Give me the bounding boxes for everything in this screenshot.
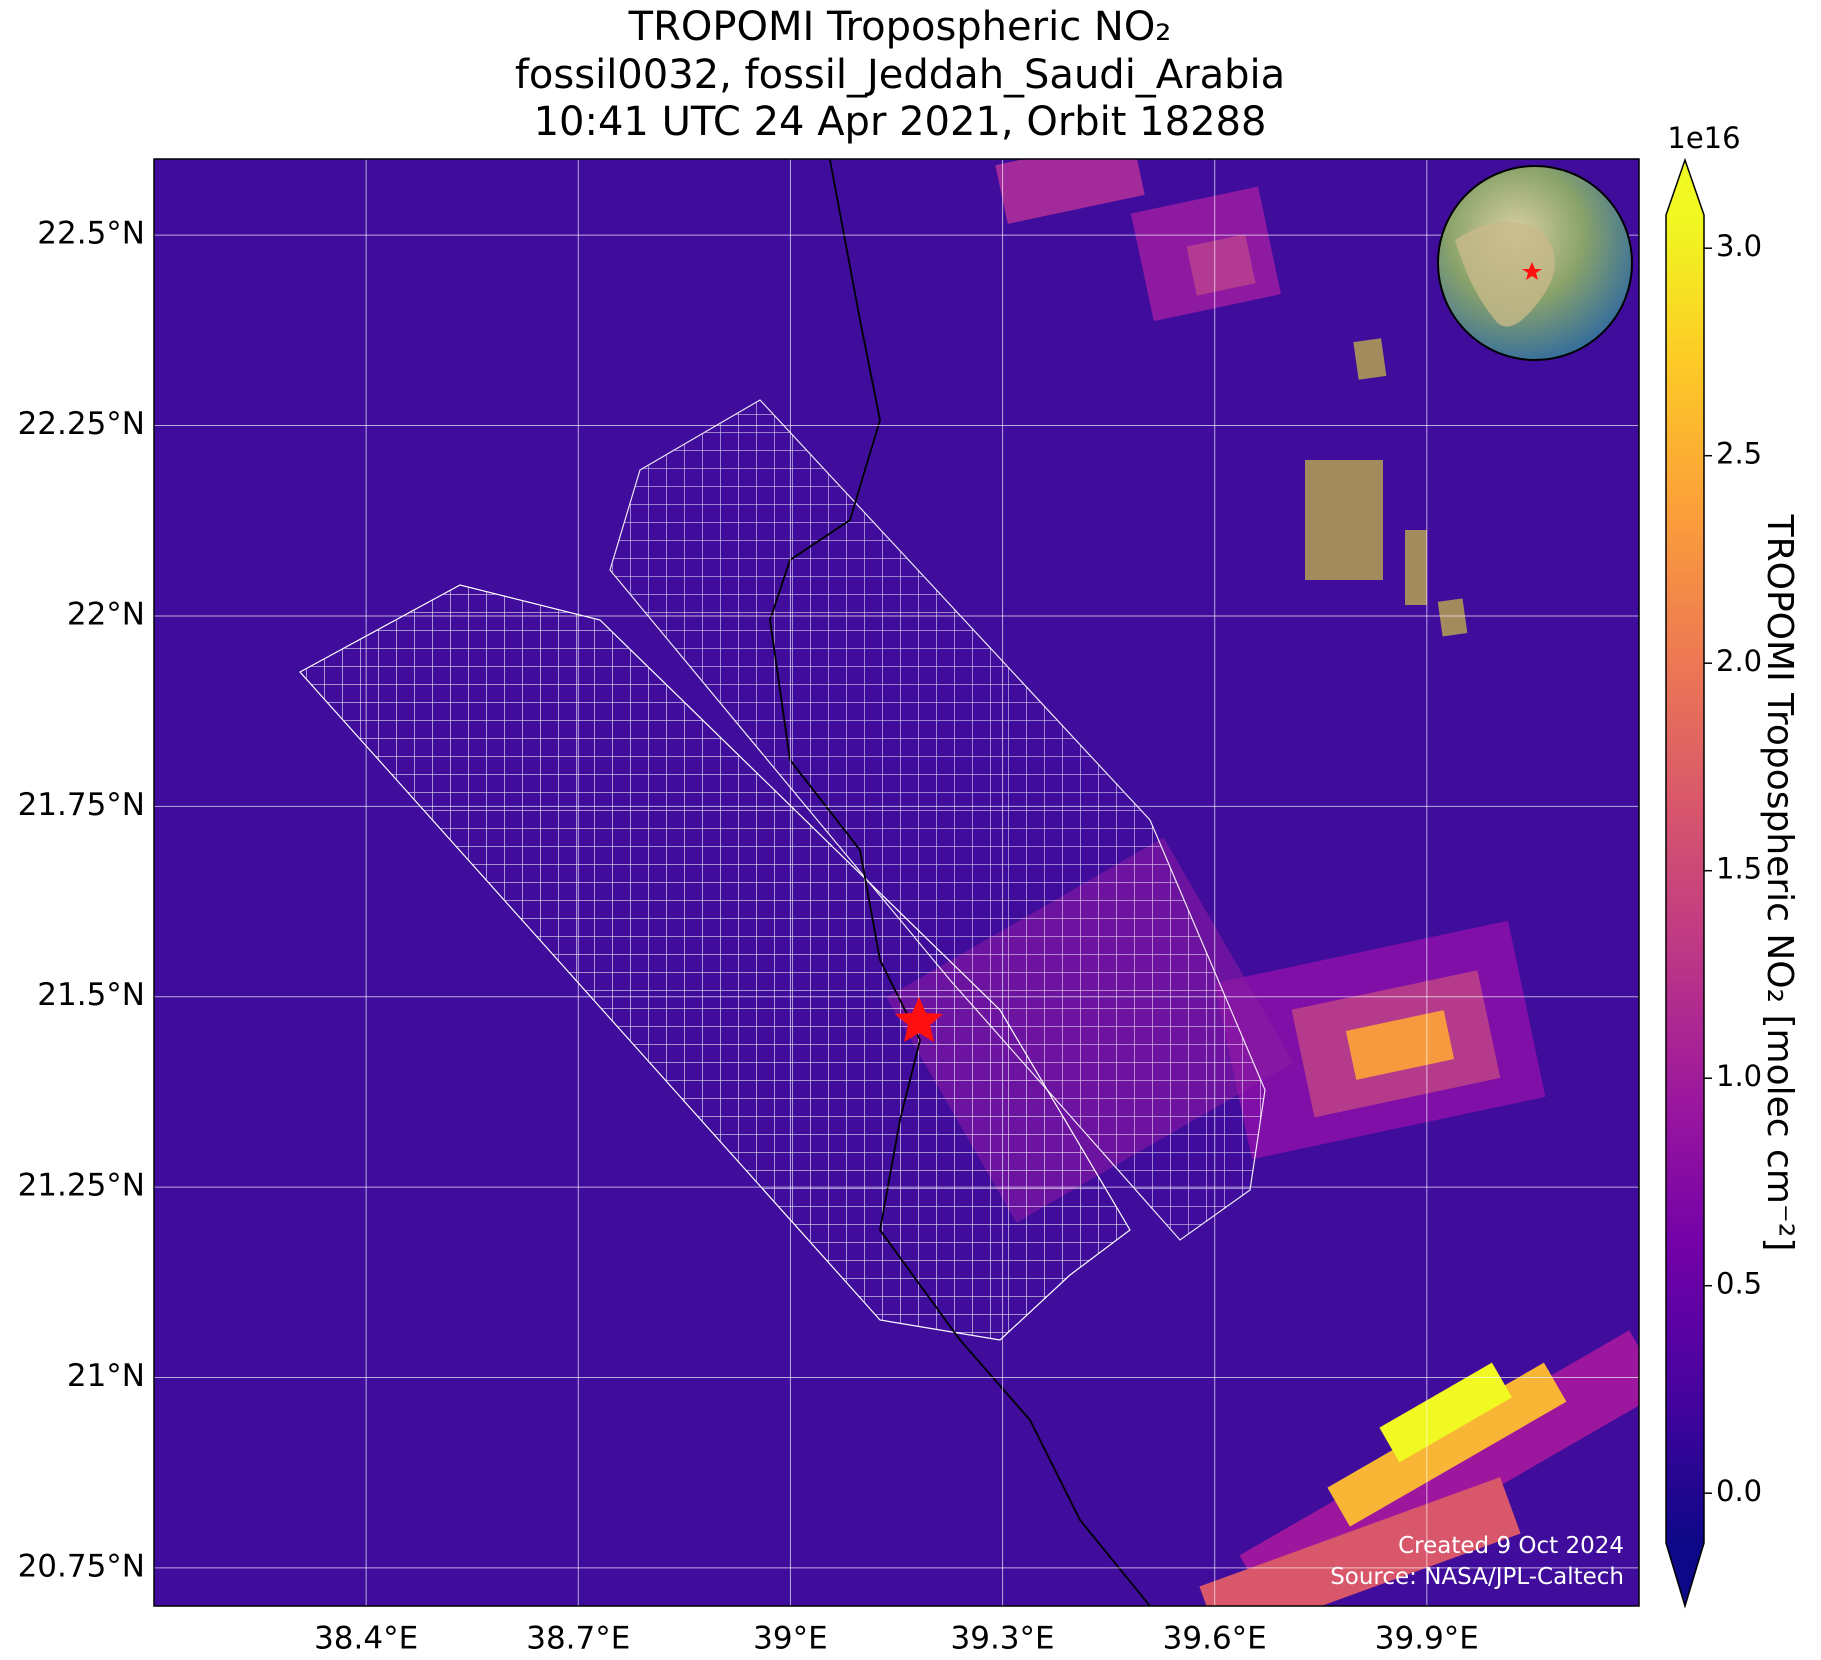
x-tick-label: 39°E xyxy=(753,1621,828,1657)
colorbar-body xyxy=(1666,215,1704,1543)
colorbar-tick-label: 0.5 xyxy=(1716,1267,1762,1301)
location-star xyxy=(895,997,943,1042)
inset-globe xyxy=(1437,165,1633,361)
colorbar-tick-label: 0.0 xyxy=(1716,1474,1762,1508)
x-tick-label: 38.4°E xyxy=(314,1621,418,1657)
map: Created 9 Oct 2024 Source: NASA/JPL-Calt… xyxy=(154,159,1639,1606)
colorbar-tick-label: 2.5 xyxy=(1716,437,1762,471)
y-tick-label: 21°N xyxy=(67,1358,145,1394)
colorbar-tick-label: 1.5 xyxy=(1716,852,1762,886)
y-tick-label: 20.75°N xyxy=(18,1548,145,1584)
colorbar: 0.0 0.5 1.0 1.5 2.0 2.5 3.0 1e16 TROPOMI Troposp… xyxy=(1665,121,1800,1609)
coastline xyxy=(769,159,1151,1606)
colorbar-extend-min xyxy=(1666,1543,1704,1606)
grid xyxy=(154,159,1639,1606)
colorbar-tick-label: 1.0 xyxy=(1716,1059,1762,1093)
terrain-patches xyxy=(1305,338,1468,637)
colorbar-label: TROPOMI Tropospheric NO₂ [molec cm⁻²] xyxy=(1759,514,1800,1252)
colorbar-extend-max xyxy=(1666,160,1704,215)
y-tick-label: 21.25°N xyxy=(18,1168,145,1204)
y-tick-label: 22.5°N xyxy=(37,216,145,252)
colorbar-outline xyxy=(1665,157,1705,1609)
x-tick-label: 39.6°E xyxy=(1163,1621,1267,1657)
y-tick-label: 21.75°N xyxy=(18,787,145,823)
credit: Created 9 Oct 2024 xyxy=(1398,1533,1624,1559)
map-frame xyxy=(153,158,1640,1607)
y-tick-label: 22°N xyxy=(67,596,145,632)
colorbar-tick-label: 2.0 xyxy=(1716,644,1762,678)
subtitle: fossil0032, fossil_Jeddah_Saudi_Arabia xyxy=(515,52,1285,98)
title-block: TROPOMI Tropospheric NO₂ fossil0032, fos… xyxy=(515,4,1285,145)
x-tick-label: 39.3°E xyxy=(951,1621,1055,1657)
x-tick-label: 38.7°E xyxy=(526,1621,630,1657)
y-tick-label: 21.5°N xyxy=(37,977,145,1013)
x-tick-label: 39.9°E xyxy=(1375,1621,1479,1657)
colorbar-tick-label: 3.0 xyxy=(1716,229,1762,263)
title: TROPOMI Tropospheric NO₂ xyxy=(628,4,1172,50)
credit: Source: NASA/JPL-Caltech xyxy=(1330,1564,1624,1590)
y-tick-label: 22.25°N xyxy=(18,406,145,442)
colorbar-offset-label: 1e16 xyxy=(1667,121,1740,155)
axes: 38.4°E 38.7°E 39°E 39.3°E 39.6°E 39.9°E 20.75°… xyxy=(18,216,1479,1657)
subtitle: 10:41 UTC 24 Apr 2021, Orbit 18288 xyxy=(534,99,1267,145)
